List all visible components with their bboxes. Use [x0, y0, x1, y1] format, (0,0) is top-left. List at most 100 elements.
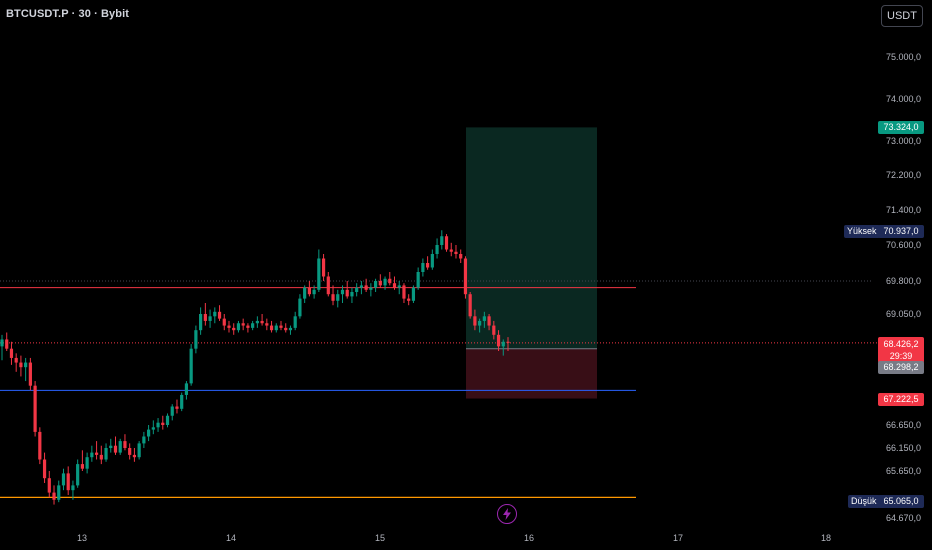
candle: [440, 236, 444, 245]
candle: [180, 394, 184, 409]
candle: [146, 429, 151, 437]
candle: [184, 383, 189, 395]
candle: [473, 316, 477, 326]
candle: [307, 287, 311, 295]
candle: [175, 406, 179, 409]
candle: [255, 320, 259, 324]
candle: [463, 258, 468, 295]
candle: [52, 492, 56, 500]
candle: [364, 285, 368, 290]
low-price-tag: 65.065,0: [878, 495, 924, 508]
candle: [113, 445, 118, 453]
candle: [265, 323, 269, 326]
price-axis-label: 65.650,0: [885, 466, 921, 476]
candle: [501, 341, 505, 347]
time-label-15: 15: [374, 533, 386, 543]
candle: [293, 316, 297, 328]
candle: [42, 459, 47, 479]
price-axis-label: 73.000,0: [885, 136, 921, 146]
candle: [76, 464, 80, 486]
candle: [137, 443, 141, 458]
candle: [132, 454, 137, 458]
candle: [104, 448, 108, 460]
candle: [378, 281, 382, 286]
candle: [0, 339, 4, 347]
time-label-16: 16: [523, 533, 535, 543]
current-price-tag: 68.426,2 29:39: [878, 337, 924, 363]
profit-zone: [466, 127, 597, 349]
candle: [85, 457, 89, 469]
candle: [449, 249, 453, 252]
candle: [128, 448, 132, 455]
candle: [94, 452, 99, 455]
candle: [459, 254, 463, 259]
candle: [208, 316, 212, 321]
price-axis-label: 66.150,0: [885, 443, 921, 453]
candle: [66, 473, 70, 491]
lightning-bolt-icon[interactable]: [497, 504, 517, 524]
candle: [213, 311, 217, 317]
stop-price-tag: 67.222,5: [878, 393, 924, 406]
candle: [260, 320, 264, 324]
candle: [28, 362, 32, 386]
candle: [217, 311, 222, 319]
candle: [279, 325, 283, 328]
candle: [241, 323, 245, 326]
candle: [156, 422, 160, 428]
candle: [430, 254, 434, 268]
candle: [151, 427, 155, 430]
low-label: Düşük: [848, 495, 880, 508]
high-label: Yüksek: [844, 225, 880, 238]
candle: [345, 289, 349, 297]
current-price: 68.426,2: [883, 339, 919, 349]
candle: [411, 287, 416, 301]
price-axis-label: 69.800,0: [885, 276, 921, 286]
time-label-13: 13: [76, 533, 88, 543]
candle: [165, 415, 170, 425]
candle: [321, 258, 326, 277]
candle: [478, 320, 482, 326]
candle: [251, 323, 255, 328]
high-price-tag: 70.937,0: [878, 225, 924, 238]
candle: [19, 362, 23, 368]
candle: [227, 325, 231, 328]
candle: [392, 283, 397, 288]
candle: [222, 318, 226, 326]
candle: [194, 330, 198, 349]
candle: [397, 285, 401, 288]
candle: [9, 348, 14, 358]
candle: [454, 251, 458, 254]
candle: [203, 314, 207, 321]
candle: [402, 285, 406, 299]
candle: [33, 385, 37, 432]
time-label-14: 14: [225, 533, 237, 543]
candle: [123, 441, 127, 448]
candle: [388, 278, 392, 284]
candle: [80, 464, 84, 469]
time-label-18: 18: [820, 533, 832, 543]
candle: [312, 289, 316, 295]
candle: [5, 339, 9, 349]
candle: [350, 292, 354, 297]
candle: [359, 285, 364, 288]
candle: [284, 327, 288, 331]
candle: [142, 436, 146, 444]
candle: [61, 473, 66, 486]
target-price-tag: 73.324,0: [878, 121, 924, 134]
candle: [303, 287, 307, 299]
candle: [487, 316, 491, 326]
candle: [161, 422, 165, 425]
candle: [407, 298, 411, 301]
candle: [336, 294, 340, 301]
price-axis-label: 71.400,0: [885, 205, 921, 215]
candle: [57, 485, 61, 500]
currency-button[interactable]: USDT: [881, 5, 923, 27]
candle: [189, 348, 193, 384]
candle: [274, 325, 278, 331]
candle: [355, 287, 359, 292]
price-axis-label: 70.600,0: [885, 240, 921, 250]
candle: [468, 294, 472, 317]
entry-price-tag: 68.298,2: [878, 361, 924, 374]
symbol-title: BTCUSDT.P · 30 · Bybit: [6, 8, 130, 20]
